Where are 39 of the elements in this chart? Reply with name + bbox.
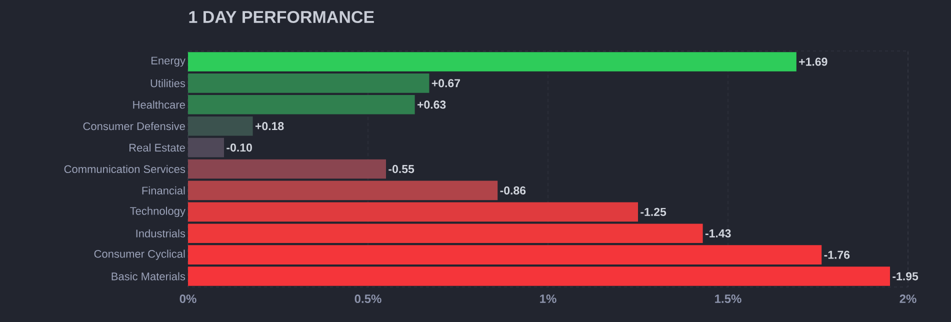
bar [188,116,253,136]
x-tick-label: 0.5% [354,294,382,304]
bar [188,159,386,179]
x-tick-label: 1.5% [715,294,742,303]
y-tick-label: Communication Services [64,164,186,174]
y-tick-label: Consumer Cyclical [94,250,185,260]
y-tick-label: Real Estate [130,144,185,152]
data-label: -1.25 [640,208,666,216]
data-label: -1.76 [824,250,850,259]
bar [188,202,638,222]
data-label: +0.67 [432,79,460,88]
bar [188,224,703,244]
data-label: +0.63 [417,100,446,109]
data-label: -0.55 [388,164,414,174]
y-tick-label: Technology [130,206,186,218]
y-tick-label: Industrials [136,229,186,238]
y-tick-label: Financial [142,186,185,194]
y-tick-label: Healthcare [133,100,185,109]
data-label: +0.18 [255,122,284,130]
bar [188,180,498,200]
bar [188,74,430,93]
bar [188,94,415,114]
x-tick-label: 1% [540,294,556,303]
data-label: -0.86 [500,186,526,195]
bar [188,266,890,286]
data-label: +1.69 [799,58,828,66]
data-label: -0.10 [226,143,252,152]
y-tick-label: Utilities [150,79,186,88]
chart-title: 1 DAY PERFORMANCE [189,10,374,24]
y-tick-label: Energy [152,56,186,67]
bar [188,138,224,158]
x-tick-label: 2% [900,294,916,304]
bar [188,52,796,72]
x-tick-label: 0% [180,294,196,304]
data-label: -1.95 [892,272,918,280]
data-label: -1.43 [705,229,731,238]
bar [188,245,822,264]
y-tick-label: Basic Materials [112,272,186,280]
y-tick-label: Consumer Defensive [83,122,185,130]
